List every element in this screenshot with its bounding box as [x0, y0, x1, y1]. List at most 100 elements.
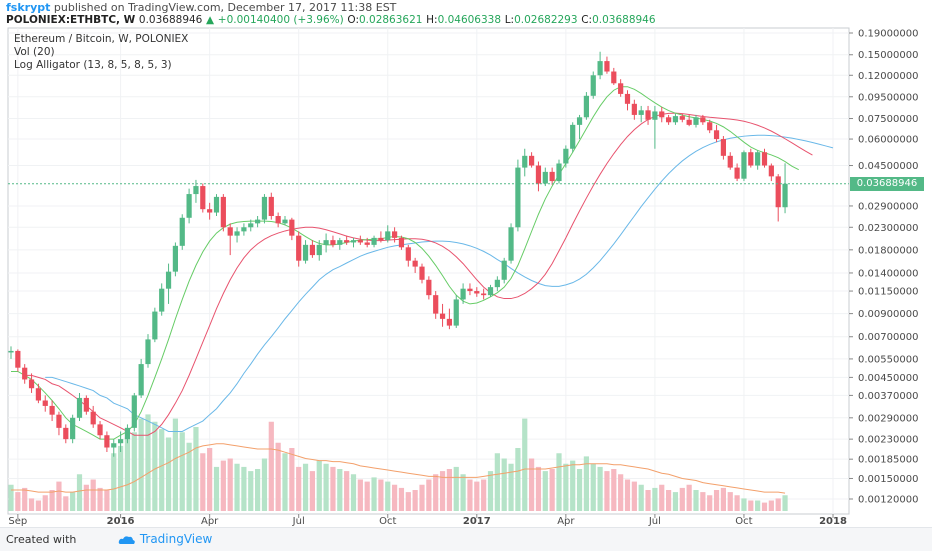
volume-bar: [460, 474, 466, 511]
candle-body: [22, 367, 28, 380]
y-tick-label: 0.00370000: [858, 391, 918, 402]
candle-body: [172, 245, 178, 272]
volume-bar: [124, 437, 131, 511]
volume-bar: [118, 445, 124, 511]
y-tick-label: 0.06000000: [858, 135, 918, 146]
candle-body: [255, 219, 261, 224]
candle-body: [350, 240, 357, 243]
volume-bar: [556, 453, 562, 511]
publish-text: published on TradingView.com, December 1…: [53, 1, 397, 14]
candle-body: [529, 155, 535, 166]
open-value: 0.02863621: [359, 14, 423, 26]
alligator-lips-line: [11, 86, 799, 440]
candle-body: [666, 117, 672, 123]
x-tick-label: 2016: [107, 516, 135, 527]
candle-body: [63, 427, 69, 440]
candle-body: [371, 237, 377, 245]
volume-bar: [405, 492, 411, 511]
chart-grid: [7, 27, 850, 515]
candle-body: [42, 400, 48, 406]
volume-bar: [248, 471, 254, 511]
volume-bar: [515, 448, 521, 511]
y-tick-label: 0.00550000: [858, 354, 918, 365]
tradingview-brand[interactable]: TradingView: [118, 532, 212, 546]
candle-body: [234, 231, 240, 236]
volume-bar: [707, 495, 713, 511]
price-change: +0.00140400 (+3.96%): [217, 14, 344, 26]
volume-bar: [76, 474, 83, 511]
volume-bar: [686, 484, 692, 511]
candle-body: [570, 124, 576, 149]
volume-bar: [364, 481, 370, 511]
candle-body: [515, 167, 521, 228]
candle-body: [734, 167, 740, 179]
candle-body: [433, 295, 439, 314]
candle-body: [686, 119, 692, 125]
volume-bar: [179, 432, 185, 511]
volume-bar: [104, 490, 110, 511]
candle-body: [775, 176, 781, 208]
volume-bar: [748, 500, 754, 511]
cloud-logo-icon: [118, 535, 135, 544]
volume-bar: [282, 453, 288, 511]
y-tick-label: 0.00290000: [858, 413, 918, 424]
candle-body: [220, 196, 226, 228]
x-tick-label: Apr: [201, 516, 219, 527]
volume-bar: [542, 471, 548, 511]
candle-body: [576, 117, 583, 125]
candle-body: [323, 240, 329, 245]
candle-body: [446, 318, 452, 326]
volume-bar: [727, 492, 733, 511]
volume-bar: [138, 418, 144, 511]
volume-bar: [659, 484, 665, 511]
y-tick-label: 0.00700000: [858, 332, 918, 343]
candle-body: [398, 237, 405, 248]
candle-body: [597, 61, 603, 76]
plot-frame: [7, 27, 850, 515]
volume-bar: [419, 484, 425, 511]
y-tick-label: 0.15000000: [858, 50, 918, 61]
x-tick-label: 2018: [819, 516, 847, 527]
candle-body: [131, 395, 137, 428]
x-tick-label: Apr: [557, 516, 575, 527]
x-tick-label: Sep: [8, 516, 27, 527]
volume-bar: [378, 479, 384, 511]
candle-body: [494, 279, 500, 288]
candle-body: [186, 194, 192, 218]
candle-body: [213, 196, 220, 213]
y-tick-label: 0.07500000: [858, 114, 918, 125]
candle-body: [426, 279, 432, 296]
candle-body: [111, 443, 117, 448]
volume-bar: [234, 463, 240, 511]
candle-body: [556, 163, 562, 182]
candle-body: [693, 117, 699, 125]
candle-body: [289, 219, 295, 236]
y-tick-label: 0.01800000: [858, 245, 918, 256]
candle-body: [700, 117, 706, 123]
y-tick-label: 0.02900000: [858, 201, 918, 212]
candle-body: [487, 287, 494, 296]
volume-bar: [693, 490, 699, 511]
volume-bar: [433, 474, 439, 511]
candle-body: [248, 223, 254, 228]
volume-bar: [241, 466, 247, 511]
author-name[interactable]: fskrypt: [6, 1, 51, 14]
volume-bar: [28, 498, 35, 511]
volume-bar: [15, 492, 21, 511]
volume-bar: [734, 495, 740, 511]
y-tick-label: 0.00450000: [858, 373, 918, 384]
volume-bar: [145, 414, 151, 511]
candle-body: [337, 240, 343, 245]
candle-body: [165, 271, 172, 289]
volume-bar: [624, 479, 631, 511]
volume-bar: [220, 460, 226, 511]
candle-body: [707, 122, 713, 131]
volume-bar: [446, 469, 452, 511]
price-chart[interactable]: 0.19000000 0.15000000 0.12000000 0.09500000…: [0, 0, 932, 527]
up-arrow-icon: ▲: [206, 14, 215, 26]
y-tick-label: 0.01400000: [858, 268, 918, 279]
candle-body: [563, 148, 569, 164]
last-price-tag: 0.03688946: [850, 176, 924, 191]
high-value: 0.04606338: [437, 14, 502, 26]
candle-body: [412, 260, 418, 267]
